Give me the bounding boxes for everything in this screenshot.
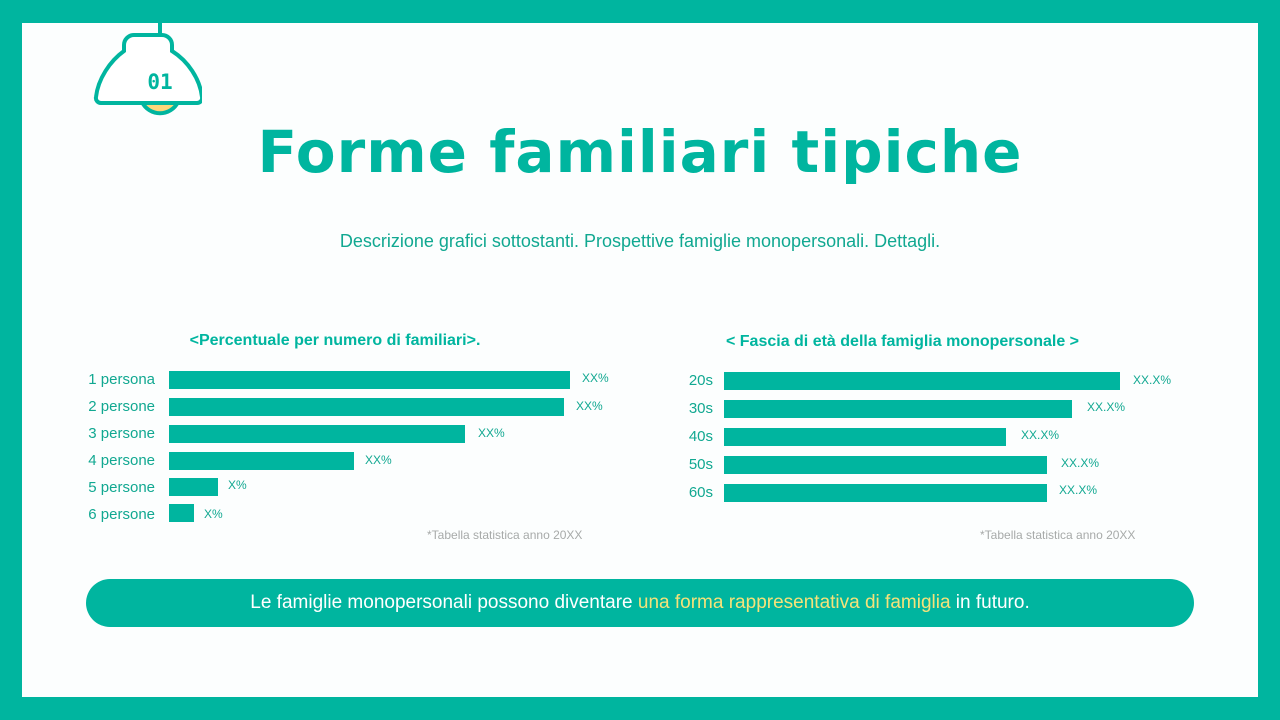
- value-label: XX.X%: [1133, 373, 1172, 387]
- slide-number: 01: [147, 70, 172, 94]
- value-label: XX.X%: [1059, 483, 1098, 497]
- bar: [169, 425, 465, 443]
- bar: [169, 504, 194, 522]
- value-label: X%: [228, 478, 247, 492]
- bar: [169, 398, 564, 416]
- value-label: XX.X%: [1061, 456, 1100, 470]
- value-label: XX%: [582, 371, 609, 385]
- row-label: 6 persone: [88, 506, 155, 523]
- bar: [724, 428, 1006, 446]
- banner-text-start: Le famiglie monopersonali possono divent…: [250, 592, 638, 613]
- source-note: *Tabella statistica anno 20XX: [980, 528, 1136, 542]
- chart-title: <Percentuale per numero di familiari>.: [189, 332, 481, 349]
- row-label: 4 persone: [88, 452, 155, 469]
- conclusion-banner: Le famiglie monopersonali possono divent…: [86, 579, 1194, 627]
- bar: [724, 484, 1047, 502]
- banner-highlight: una forma rappresentativa di famiglia: [637, 592, 951, 613]
- row-label: 2 persone: [88, 398, 155, 415]
- row-label: 50s: [688, 456, 713, 473]
- value-label: X%: [204, 507, 223, 521]
- bar: [724, 456, 1047, 474]
- bar: [169, 478, 218, 496]
- value-label: XX.X%: [1021, 428, 1060, 442]
- row-label: 40s: [688, 428, 713, 445]
- row-label: 1 persona: [88, 371, 155, 388]
- chart-title: < Fascia di età della famiglia monoperso…: [725, 333, 1079, 350]
- value-label: XX%: [478, 426, 505, 440]
- page-title: Forme familiari tipiche: [257, 118, 1023, 186]
- row-label: 60s: [688, 484, 713, 501]
- row-label: 20s: [688, 372, 713, 389]
- banner-text-end: in futuro.: [950, 592, 1030, 613]
- row-label: 3 persone: [88, 425, 155, 442]
- row-label: 30s: [688, 400, 713, 417]
- value-label: XX%: [576, 399, 603, 413]
- bar: [169, 371, 570, 389]
- value-label: XX%: [365, 453, 392, 467]
- page-subtitle: Descrizione grafici sottostanti. Prospet…: [339, 231, 941, 251]
- source-note: *Tabella statistica anno 20XX: [427, 528, 583, 542]
- value-label: XX.X%: [1087, 400, 1126, 414]
- lamp-icon: 01: [93, 0, 202, 116]
- bar: [724, 372, 1120, 390]
- bar: [724, 400, 1072, 418]
- bar: [169, 452, 354, 470]
- row-label: 5 persone: [88, 479, 155, 496]
